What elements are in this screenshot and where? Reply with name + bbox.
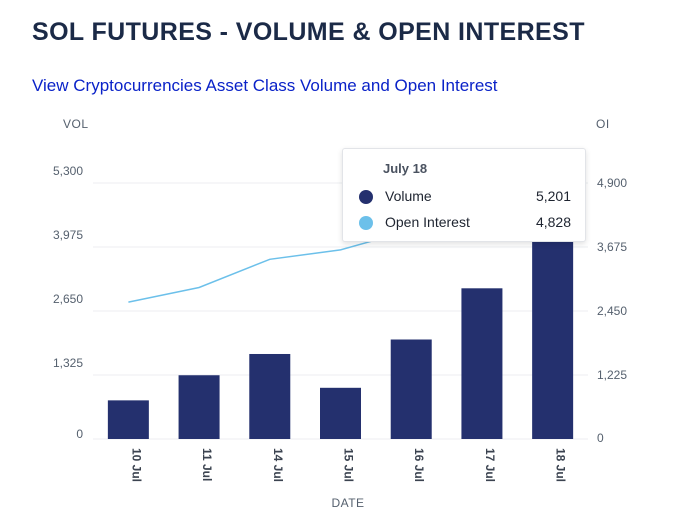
x-tick-label: 15 Jul bbox=[342, 448, 356, 482]
volume-bar[interactable] bbox=[390, 339, 432, 439]
y-right-tick-label: 2,450 bbox=[597, 304, 627, 318]
y-right-tick-label: 4,900 bbox=[597, 176, 627, 190]
chart-tooltip: July 18 Volume 5,201 Open Interest 4,828 bbox=[342, 148, 586, 242]
y-axis-left-title: VOL bbox=[63, 117, 89, 131]
tooltip-volume-label: Volume bbox=[385, 188, 432, 204]
volume-bar[interactable] bbox=[461, 288, 503, 439]
volume-bar[interactable] bbox=[178, 375, 220, 439]
y-left-tick-label: 5,300 bbox=[53, 164, 83, 178]
y-right-tick-label: 0 bbox=[597, 431, 604, 445]
tooltip-row-open-interest: Open Interest 4,828 bbox=[359, 213, 571, 233]
volume-legend-dot bbox=[359, 190, 373, 204]
open-interest-legend-dot bbox=[359, 216, 373, 230]
x-tick-label: 16 Jul bbox=[412, 448, 426, 482]
y-right-tick-label: 3,675 bbox=[597, 240, 627, 254]
x-tick-label: 17 Jul bbox=[483, 448, 497, 482]
x-tick-label: 11 Jul bbox=[200, 448, 214, 481]
tooltip-title: July 18 bbox=[383, 161, 428, 176]
tooltip-volume-value: 5,201 bbox=[535, 188, 571, 204]
x-tick-label: 14 Jul bbox=[271, 448, 285, 482]
tooltip-row-volume: Volume 5,201 bbox=[359, 187, 571, 207]
volume-bar[interactable] bbox=[107, 400, 149, 439]
y-left-tick-label: 3,975 bbox=[53, 228, 83, 242]
tooltip-oi-label: Open Interest bbox=[385, 214, 470, 230]
y-right-tick-label: 1,225 bbox=[597, 368, 627, 382]
x-tick-label: 18 Jul bbox=[554, 448, 568, 482]
asset-class-link[interactable]: View Cryptocurrencies Asset Class Volume… bbox=[32, 76, 498, 95]
page-title: SOL FUTURES - VOLUME & OPEN INTEREST bbox=[32, 18, 585, 46]
y-axis-right-title: OI bbox=[596, 117, 610, 131]
x-tick-label: 10 Jul bbox=[129, 448, 143, 482]
volume-bar[interactable] bbox=[320, 387, 361, 439]
y-left-tick-label: 0 bbox=[76, 427, 83, 441]
volume-bar[interactable] bbox=[249, 353, 291, 439]
tooltip-oi-value: 4,828 bbox=[535, 214, 571, 230]
y-left-tick-label: 1,325 bbox=[53, 356, 83, 370]
x-axis-title: DATE bbox=[331, 496, 364, 510]
y-left-tick-label: 2,650 bbox=[53, 292, 83, 306]
